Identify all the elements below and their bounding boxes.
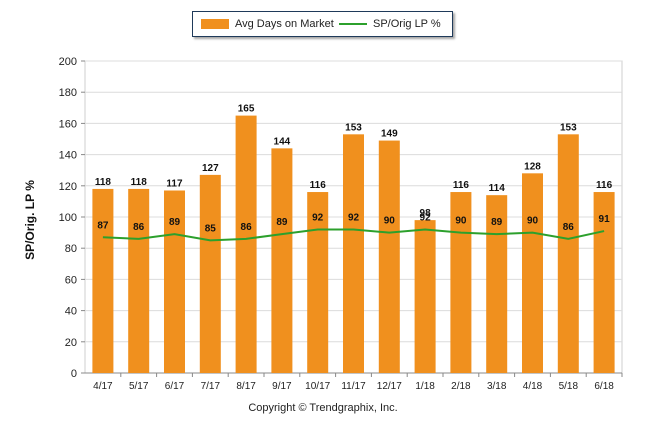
x-tick-label: 12/17	[377, 381, 402, 392]
x-tick-label: 4/18	[523, 381, 543, 392]
x-tick-label: 9/17	[272, 381, 292, 392]
line-value-label: 89	[276, 217, 288, 228]
x-tick-label: 4/17	[93, 381, 113, 392]
x-tick-label: 10/17	[305, 381, 330, 392]
y-tick-label: 20	[65, 337, 77, 349]
y-tick-label: 60	[65, 274, 77, 286]
y-axis-label: SP/Orig. LP %	[23, 180, 37, 260]
bar	[235, 115, 257, 373]
line-value-label: 92	[420, 212, 432, 223]
line-value-label: 85	[205, 223, 217, 234]
legend-label-line: SP/Orig LP %	[373, 18, 441, 30]
line-value-label: 92	[348, 212, 360, 223]
bar-value-label: 116	[310, 180, 327, 191]
line-value-label: 89	[169, 217, 181, 228]
bar-value-label: 128	[524, 161, 541, 172]
bar	[92, 188, 114, 373]
x-tick-label: 6/17	[165, 381, 185, 392]
line-value-label: 90	[384, 216, 396, 227]
line-value-label: 87	[97, 220, 109, 231]
bar-value-label: 114	[489, 183, 506, 194]
bar	[307, 192, 329, 373]
legend-swatch-line	[339, 23, 367, 25]
x-tick-label: 2/18	[451, 381, 471, 392]
bar-value-label: 127	[202, 163, 219, 174]
legend-item-bar: Avg Days on Market	[201, 12, 334, 36]
bar	[593, 192, 615, 373]
legend-swatch-bar	[201, 19, 229, 29]
y-tick-label: 120	[59, 181, 77, 193]
line-value-label: 86	[241, 222, 253, 233]
legend: Avg Days on Market SP/Orig LP %	[192, 11, 453, 37]
bar-value-label: 153	[560, 122, 577, 133]
bar	[128, 188, 150, 373]
bar	[378, 140, 400, 373]
bar	[414, 220, 436, 373]
bar-value-label: 116	[596, 180, 613, 191]
line-value-label: 89	[491, 217, 503, 228]
y-tick-label: 160	[59, 118, 77, 130]
bar	[450, 192, 472, 373]
line-value-label: 86	[563, 222, 575, 233]
bar	[557, 134, 579, 373]
bar	[522, 173, 543, 373]
x-tick-label: 11/17	[341, 381, 366, 392]
x-tick-label: 7/17	[201, 381, 221, 392]
bar	[271, 148, 293, 373]
legend-item-line: SP/Orig LP %	[339, 12, 441, 36]
line-series	[102, 228, 605, 242]
bar-value-label: 153	[345, 122, 362, 133]
bar-value-label: 144	[274, 136, 291, 147]
line-value-label: 91	[599, 214, 611, 225]
bar-value-label: 149	[381, 129, 398, 140]
y-tick-label: 180	[59, 87, 77, 99]
y-tick-label: 140	[59, 150, 77, 162]
bar-value-label: 117	[166, 178, 183, 189]
bar-value-label: 116	[453, 180, 470, 191]
bar	[199, 174, 221, 373]
bar	[486, 195, 508, 373]
copyright: Copyright © Trendgraphix, Inc.	[248, 402, 398, 414]
legend-label-bar: Avg Days on Market	[235, 18, 334, 30]
y-tick-label: 200	[59, 56, 77, 68]
x-tick-label: 5/18	[559, 381, 579, 392]
line-value-label: 90	[527, 216, 539, 227]
y-tick-label: 0	[71, 368, 77, 380]
x-tick-label: 5/17	[129, 381, 149, 392]
bar	[164, 190, 185, 373]
line-value-label: 86	[133, 222, 145, 233]
bar-value-label: 165	[238, 104, 255, 115]
x-tick-label: 3/18	[487, 381, 507, 392]
line-value-label: 92	[312, 212, 324, 223]
bar-value-label: 118	[131, 177, 148, 188]
bar	[343, 134, 364, 373]
line-value-label: 90	[455, 216, 467, 227]
x-tick-label: 1/18	[415, 381, 435, 392]
y-tick-label: 100	[59, 212, 77, 224]
x-tick-label: 8/17	[236, 381, 256, 392]
bar-value-label: 98	[420, 208, 432, 219]
y-tick-label: 80	[65, 243, 77, 255]
bar-value-label: 118	[95, 177, 112, 188]
x-tick-label: 6/18	[594, 381, 614, 392]
y-tick-label: 40	[65, 306, 77, 318]
